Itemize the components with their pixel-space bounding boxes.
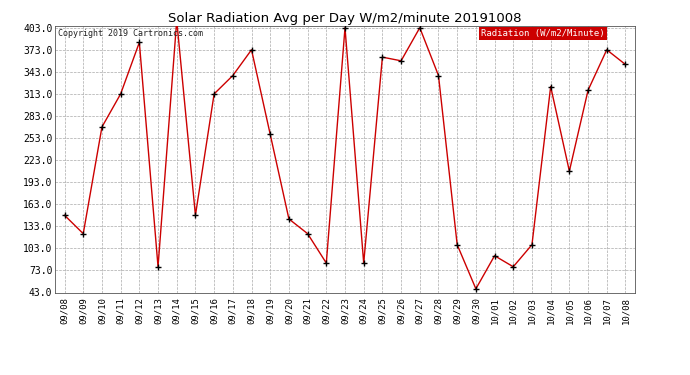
Title: Solar Radiation Avg per Day W/m2/minute 20191008: Solar Radiation Avg per Day W/m2/minute … [168,12,522,25]
Text: Radiation (W/m2/Minute): Radiation (W/m2/Minute) [481,29,605,38]
Text: Copyright 2019 Cartronics.com: Copyright 2019 Cartronics.com [58,29,203,38]
